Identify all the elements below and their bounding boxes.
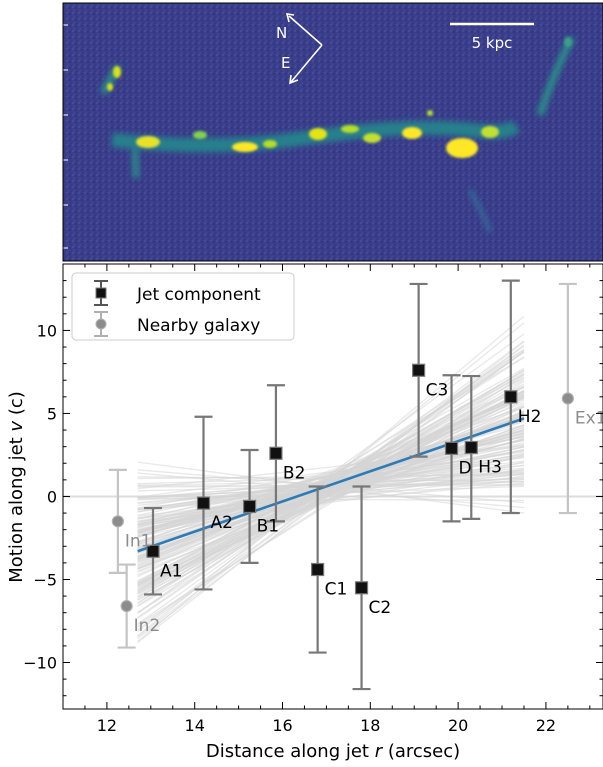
jet-component-marker xyxy=(354,581,369,595)
point-label: In2 xyxy=(134,616,161,636)
point-label: A1 xyxy=(160,561,182,581)
fit-sample-line xyxy=(137,394,525,560)
point-label: B1 xyxy=(257,516,279,536)
point-layer xyxy=(111,363,574,613)
point-label: C1 xyxy=(325,580,348,600)
fit-layer xyxy=(137,417,525,553)
legend: Jet component Nearby galaxy xyxy=(71,272,295,341)
fit-sample-line xyxy=(137,415,525,550)
y-axis-label: Motion along jet v (c) xyxy=(6,391,27,583)
fit-sample-line xyxy=(137,399,525,589)
x-axis-label: Distance along jet r (arcsec) xyxy=(206,741,460,762)
jet-component-marker xyxy=(146,544,160,558)
legend-jet-label: Jet component xyxy=(136,285,261,305)
fit-sample-line xyxy=(137,406,525,539)
fit-sample-line xyxy=(137,435,525,527)
point-label: In1 xyxy=(125,531,152,551)
tick-layer: 12 14 16 18 20 22 −10 −5 0 5 10 xyxy=(23,264,603,735)
x-tick-label: 18 xyxy=(360,716,380,735)
scalebar-label: 5 kpc xyxy=(472,34,513,52)
fit-sample-line xyxy=(137,444,525,490)
jet-component-marker xyxy=(242,499,257,514)
point-label: A2 xyxy=(210,513,232,533)
y-tick-label: 0 xyxy=(47,487,57,506)
fit-sample-line xyxy=(137,377,525,583)
jet-component-marker xyxy=(269,446,283,460)
point-label: Ex1 xyxy=(575,408,603,428)
y-tick-label: −5 xyxy=(33,570,57,589)
point-label: H2 xyxy=(518,407,542,427)
point-label: D xyxy=(459,458,472,478)
best-fit-line xyxy=(137,417,525,553)
jet-knots xyxy=(107,37,572,158)
compass-north-label: N xyxy=(276,24,287,42)
point-label: H3 xyxy=(478,457,502,477)
fit-sample-line xyxy=(137,390,525,587)
image-frame xyxy=(62,2,603,262)
jet-component-marker xyxy=(444,441,459,455)
fit-sample-line xyxy=(137,412,525,587)
fit-samples xyxy=(137,315,525,644)
plot-panel: A1 A2 B1 B2 C1 C2 C3 D H3 H2 In1 In2 Ex1 12 14 16 18 20 2… xyxy=(6,263,603,762)
x-tick-label: 16 xyxy=(272,716,292,735)
jet-component-marker xyxy=(196,496,211,510)
jet-component-marker xyxy=(504,390,518,404)
y-tick-label: 5 xyxy=(47,404,57,423)
image-ticks xyxy=(63,24,68,249)
fit-sample-line xyxy=(137,482,525,519)
compass-east-label: E xyxy=(281,54,290,72)
nearby-galaxy-marker xyxy=(561,392,574,405)
jet-component-marker xyxy=(311,562,325,577)
image-panel: N E 5 kpc xyxy=(62,2,603,262)
legend-galaxy-marker xyxy=(94,311,108,337)
nearby-galaxy-marker xyxy=(120,599,133,613)
point-label: C3 xyxy=(426,380,449,400)
fit-sample-line xyxy=(137,453,525,522)
jet-component-marker xyxy=(412,363,426,377)
x-tick-label: 20 xyxy=(448,716,468,735)
x-tick-label: 12 xyxy=(97,716,117,735)
fit-sample-line xyxy=(137,461,525,530)
compass xyxy=(285,13,323,85)
legend-jet-marker xyxy=(94,280,108,306)
fit-sample-line xyxy=(137,395,525,601)
plot-frame xyxy=(62,263,603,710)
label-layer: A1 A2 B1 B2 C1 C2 C3 D H3 H2 In1 In2 Ex1 xyxy=(125,380,603,636)
legend-box xyxy=(71,272,295,341)
y-tick-label: 10 xyxy=(37,321,57,340)
y-tick-label: −10 xyxy=(23,654,57,673)
legend-galaxy-label: Nearby galaxy xyxy=(137,316,260,336)
x-tick-label: 22 xyxy=(536,716,556,735)
point-label: B2 xyxy=(283,463,305,483)
point-label: C2 xyxy=(369,598,392,618)
fit-sample-line xyxy=(137,432,525,531)
x-tick-label: 14 xyxy=(185,716,205,735)
nearby-galaxy-marker xyxy=(111,515,124,528)
jet-component-marker xyxy=(464,440,478,455)
